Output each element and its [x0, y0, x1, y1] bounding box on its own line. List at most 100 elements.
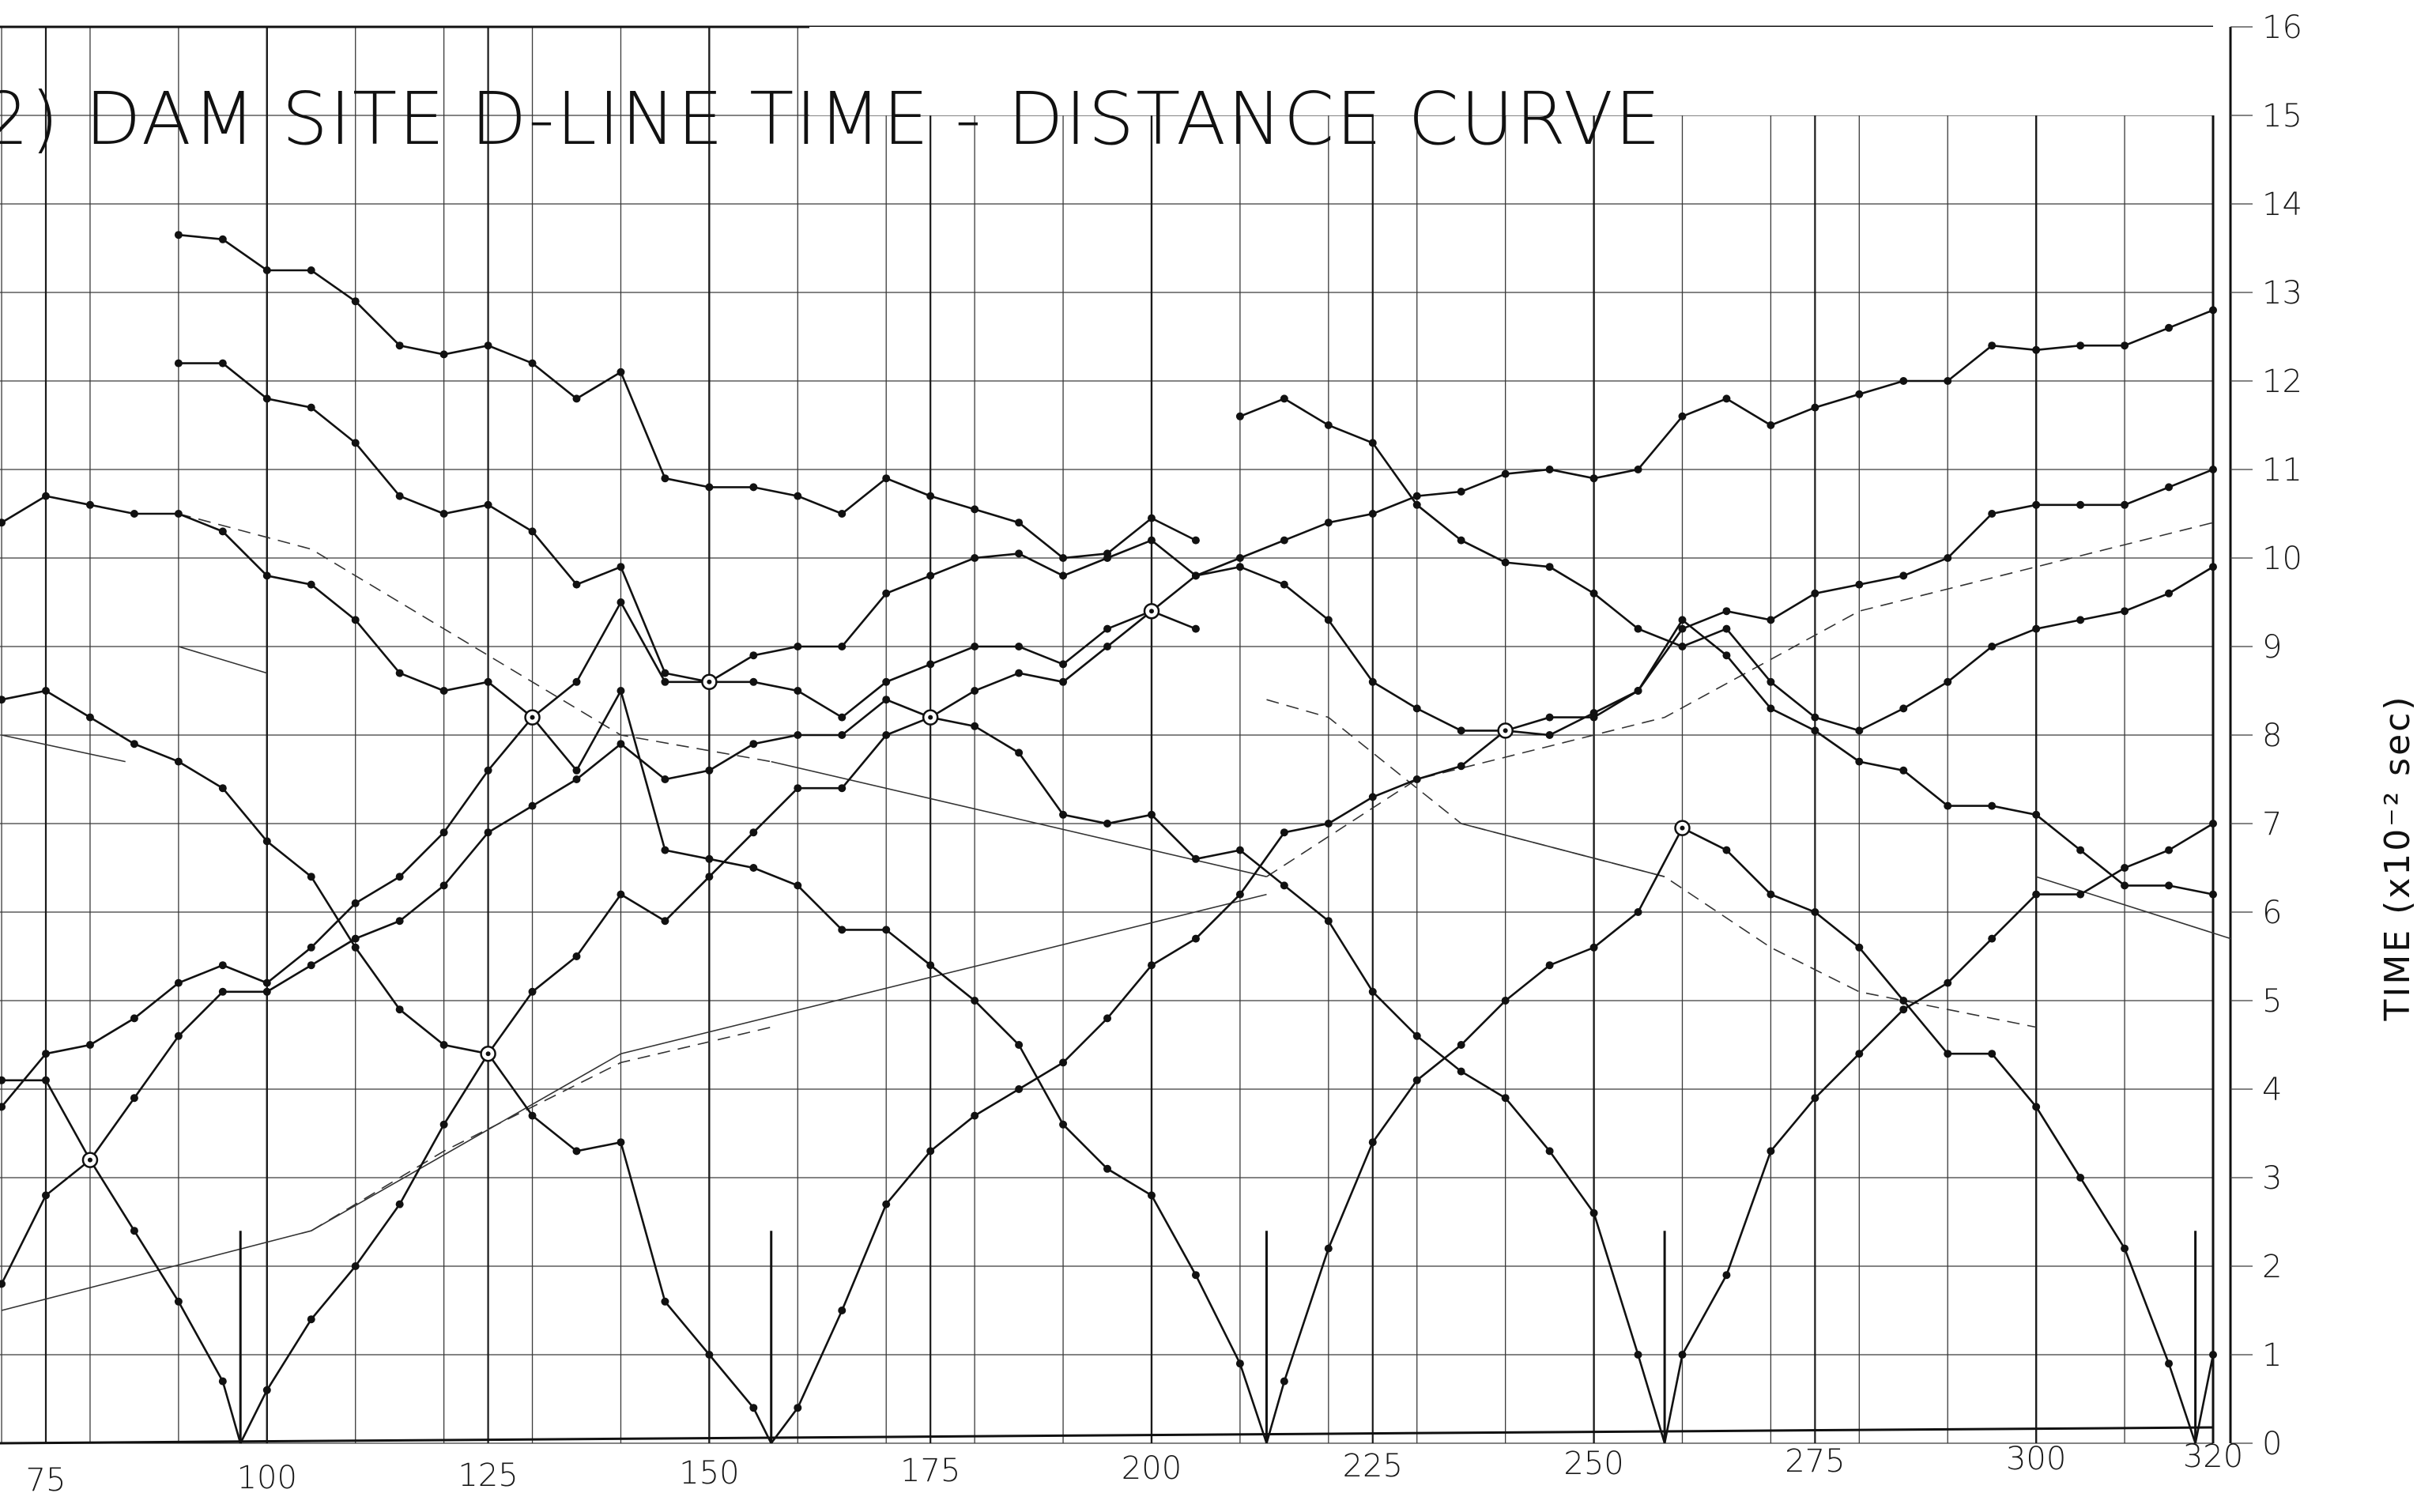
data-point	[1899, 997, 1908, 1005]
data-point	[1191, 571, 1200, 580]
data-point	[1722, 624, 1731, 633]
data-point	[2209, 1351, 2217, 1359]
data-point	[1988, 341, 1997, 350]
data-point	[882, 1200, 891, 1208]
y-tick-label: 2	[2262, 1249, 2282, 1285]
data-point	[926, 961, 935, 970]
fit-line	[771, 760, 1267, 877]
data-point	[1545, 713, 1554, 722]
fit-line	[178, 513, 771, 763]
data-point	[617, 598, 625, 606]
data-point	[85, 1041, 94, 1049]
frame-bottom	[0, 1426, 2214, 1445]
data-point	[218, 987, 227, 996]
data-point	[1899, 766, 1908, 775]
data-point	[794, 643, 802, 650]
data-point	[218, 359, 227, 368]
data-point	[1634, 466, 1642, 473]
data-point	[661, 677, 669, 686]
data-point	[1855, 757, 1864, 766]
data-point	[661, 917, 669, 926]
data-point	[1191, 854, 1200, 863]
data-point	[749, 483, 758, 492]
data-point	[2076, 890, 2085, 899]
data-point	[1368, 1138, 1377, 1147]
data-series	[0, 231, 2217, 1444]
data-point	[926, 571, 935, 580]
data-point	[1899, 377, 1908, 385]
y-tick-label: 9	[2262, 629, 2282, 666]
data-point	[174, 757, 183, 766]
data-point	[130, 1094, 138, 1103]
data-point	[1988, 643, 1997, 650]
data-point	[1722, 394, 1731, 403]
data-point	[1457, 1041, 1465, 1049]
x-tick-label: 275	[1785, 1443, 1845, 1480]
data-point	[617, 368, 625, 376]
data-point	[174, 1297, 183, 1306]
data-point	[1811, 1094, 1819, 1103]
data-point	[1767, 616, 1775, 624]
data-point	[307, 961, 315, 970]
data-point	[1634, 1351, 1642, 1359]
data-point	[1944, 554, 1952, 562]
data-point	[484, 341, 492, 350]
data-point	[749, 677, 758, 686]
data-point	[439, 510, 448, 518]
data-point	[572, 952, 581, 960]
data-point	[1103, 1014, 1112, 1023]
data-point	[1678, 616, 1687, 624]
data-point	[1899, 571, 1908, 580]
y-tick-label: 6	[2262, 895, 2282, 931]
data-point	[1501, 469, 1510, 478]
data-point	[2032, 345, 2041, 354]
data-point	[1589, 943, 1598, 952]
data-point	[1368, 510, 1377, 518]
data-point	[395, 917, 404, 926]
data-point	[218, 235, 227, 243]
data-point	[1501, 558, 1510, 567]
data-point	[1280, 828, 1288, 837]
data-point	[1324, 421, 1333, 429]
data-point	[307, 266, 315, 274]
data-point	[0, 1280, 6, 1288]
data-point	[1988, 1050, 1997, 1058]
data-point	[1147, 536, 1156, 545]
grid	[0, 25, 2253, 1445]
crossover-marker-center	[707, 679, 712, 684]
data-point	[1944, 1050, 1952, 1058]
data-point	[971, 997, 979, 1005]
data-point	[971, 505, 979, 514]
data-point	[1235, 1359, 1244, 1368]
data-point	[1722, 846, 1731, 854]
title-background	[809, 27, 2216, 115]
data-point	[749, 651, 758, 660]
data-point	[1811, 403, 1819, 412]
data-point	[1589, 589, 1598, 598]
data-point	[1103, 624, 1112, 633]
data-point	[439, 1120, 448, 1129]
data-point	[617, 687, 625, 695]
data-point	[439, 828, 448, 837]
data-point	[439, 1041, 448, 1049]
data-point	[971, 643, 979, 650]
data-point	[794, 492, 802, 500]
data-point	[1855, 943, 1864, 952]
data-point	[1767, 1147, 1775, 1156]
data-point	[572, 677, 581, 686]
data-point	[1015, 748, 1024, 757]
data-point	[42, 1191, 50, 1200]
series-line	[2, 1079, 242, 1444]
data-point	[794, 881, 802, 890]
data-point	[2076, 500, 2085, 509]
data-point	[1722, 651, 1731, 660]
data-point	[351, 1262, 360, 1270]
data-point	[2032, 1103, 2041, 1111]
series-line	[1239, 397, 2214, 732]
data-point	[1412, 500, 1421, 509]
data-point	[1545, 961, 1554, 970]
markers	[81, 602, 2197, 1443]
y-tick-label: 8	[2262, 718, 2282, 754]
data-point	[1855, 390, 1864, 398]
